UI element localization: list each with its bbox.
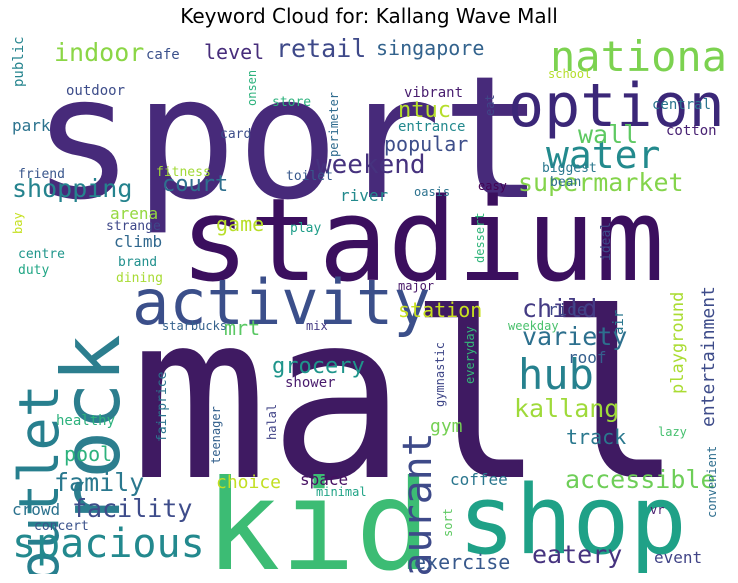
- word-grocery: grocery: [272, 354, 365, 379]
- word-vibrant: vibrant: [404, 85, 464, 101]
- word-strange: strange: [106, 219, 161, 234]
- word-indoor: indoor: [54, 38, 145, 67]
- word-onsen: onsen: [245, 69, 259, 106]
- word-ideal: ideal: [599, 221, 614, 261]
- word-centre: centre: [18, 247, 65, 262]
- word-track: track: [566, 425, 627, 449]
- word-event: event: [654, 548, 703, 567]
- word-mall: mall: [130, 265, 684, 532]
- word-public: public: [11, 36, 27, 87]
- word-national: national: [550, 34, 730, 81]
- word-popular: popular: [384, 132, 469, 156]
- word-kid: kid: [205, 454, 431, 574]
- word-family: family: [54, 468, 145, 497]
- word-space: space: [300, 470, 349, 489]
- word-mix: mix: [306, 319, 328, 333]
- word-climb: climb: [114, 232, 163, 251]
- word-arena: arena: [110, 204, 159, 223]
- word-station: station: [398, 298, 483, 322]
- word-hub: hub: [518, 350, 594, 399]
- word-cotton: cotton: [666, 123, 717, 139]
- word-entertainment: entertainment: [698, 286, 719, 427]
- word-fairprice: fairprice: [155, 371, 170, 442]
- word-bay: bay: [11, 212, 25, 234]
- word-stadium: stadium: [180, 174, 665, 308]
- word-dining: dining: [116, 271, 163, 286]
- word-bean: bean: [550, 175, 582, 190]
- word-minimal: minimal: [316, 485, 367, 499]
- word-duty: duty: [18, 263, 50, 278]
- word-level: level: [204, 40, 265, 64]
- word-entrance: entrance: [398, 119, 466, 135]
- word-child: child: [522, 294, 598, 323]
- word-halal: halal: [265, 403, 279, 440]
- word-crowd: crowd: [12, 500, 61, 519]
- word-shopping: shopping: [12, 174, 133, 203]
- word-concert: concert: [34, 519, 89, 534]
- word-water: water: [546, 133, 661, 177]
- word-roof: roof: [568, 348, 607, 367]
- word-park: park: [12, 116, 51, 135]
- word-friend: friend: [18, 167, 65, 182]
- word-convenient: convenient: [705, 445, 719, 518]
- word-cloud: mall sport stadium kid shop rock activity optio…: [10, 34, 730, 574]
- word-river: river: [340, 186, 389, 205]
- word-school: school: [548, 67, 592, 81]
- word-variety: variety: [522, 322, 628, 351]
- word-coffee: coffee: [450, 470, 508, 489]
- word-facility: facility: [72, 494, 193, 523]
- word-everyday: everyday: [463, 326, 477, 384]
- word-shower: shower: [285, 375, 336, 391]
- word-gymnastic: gymnastic: [433, 341, 447, 407]
- word-lazy: lazy: [658, 425, 687, 439]
- word-ride: ride: [548, 300, 587, 319]
- word-biggest: biggest: [542, 161, 597, 176]
- word-gym: gym: [430, 416, 463, 437]
- word-perimeter: perimeter: [327, 91, 341, 157]
- word-supermarket: supermarket: [518, 168, 684, 197]
- word-toilet: toilet: [286, 169, 333, 184]
- word-ntuc: ntuc: [398, 98, 451, 123]
- word-cafe: cafe: [146, 47, 180, 63]
- word-outdoor: outdoor: [66, 83, 126, 99]
- word-eat: eat: [483, 94, 497, 116]
- word-retail: retail: [276, 34, 367, 63]
- word-teenager: teenager: [209, 406, 223, 464]
- chart-title: Keyword Cloud for: Kallang Wave Mall: [180, 4, 558, 28]
- word-playground: playground: [668, 291, 688, 394]
- word-choice: choice: [216, 472, 282, 493]
- word-activity: activity: [132, 266, 431, 339]
- word-court: court: [162, 172, 229, 197]
- word-brand: brand: [118, 255, 158, 270]
- word-play: play: [290, 221, 322, 236]
- word-game: game: [216, 212, 265, 236]
- word-dessert: dessert: [473, 212, 487, 263]
- word-shop: shop: [458, 466, 687, 574]
- word-oasis: oasis: [414, 185, 451, 199]
- word-kallang: kallang: [514, 394, 620, 423]
- word-option: option: [508, 71, 725, 141]
- word-major: major: [398, 279, 435, 293]
- word-central: central: [652, 97, 712, 113]
- word-starbucks: starbucks: [162, 319, 228, 333]
- word-eatery: eatery: [532, 540, 623, 569]
- word-healthy: healthy: [56, 413, 116, 429]
- word-weekend: weekend: [316, 150, 426, 180]
- word-vr: vr: [650, 503, 665, 517]
- word-singapore: singapore: [376, 36, 485, 60]
- word-card: card: [220, 127, 252, 142]
- word-easy: easy: [478, 179, 507, 193]
- word-sport: sport: [32, 40, 544, 238]
- word-spacious: spacious: [12, 521, 205, 567]
- word-weekday: weekday: [508, 319, 559, 333]
- word-accessible: accessible: [565, 465, 716, 494]
- word-exercise: exercise: [414, 550, 511, 574]
- word-sort: sort: [441, 508, 455, 537]
- word-wall: wall: [578, 120, 639, 149]
- word-fitness: fitness: [156, 165, 211, 180]
- word-pool: pool: [64, 442, 113, 466]
- word-store: store: [272, 95, 312, 110]
- word-air: air: [611, 309, 627, 335]
- word-mrt: mrt: [224, 316, 261, 340]
